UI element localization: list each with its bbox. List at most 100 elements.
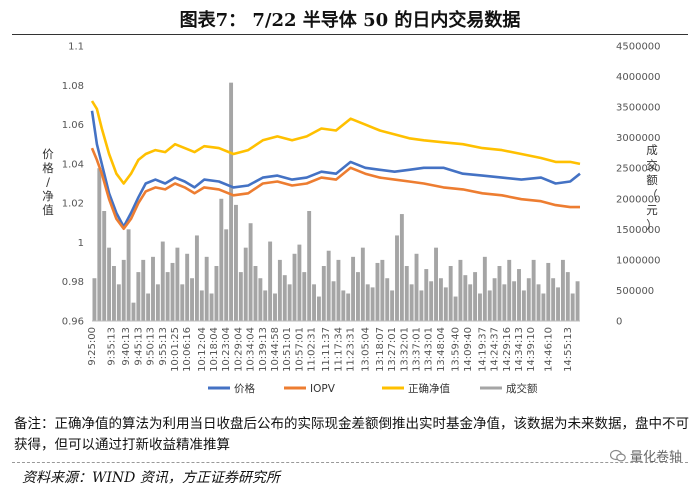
x-tick-label: 14:29:16 [502, 327, 513, 372]
legend-label: IOPV [310, 383, 336, 395]
volume-bar [375, 262, 380, 321]
x-tick-label: 13:59:40 [451, 327, 462, 372]
volume-bar [321, 266, 326, 321]
x-tick-label: 14:09:40 [463, 327, 474, 372]
watermark-text: 量化卷轴 [629, 450, 682, 465]
volume-bar [419, 290, 424, 321]
volume-bar [492, 278, 497, 321]
y-axis-title-char: 值 [42, 203, 54, 217]
volume-bar [512, 281, 517, 321]
watermark: 量化卷轴 [609, 446, 682, 465]
volume-bar [434, 247, 438, 321]
volume-bar [551, 278, 556, 321]
y-tick-label: 1.1 [68, 42, 84, 53]
volume-bar [468, 284, 473, 321]
volume-bar [570, 293, 575, 321]
y-tick-label: 0.98 [62, 277, 84, 288]
volume-bar [116, 284, 121, 321]
volume-bar [531, 259, 536, 321]
volume-bar [282, 275, 287, 321]
volume-bar [214, 266, 219, 321]
volume-bar [224, 229, 229, 321]
title-divider [12, 34, 688, 35]
volume-bar [126, 229, 131, 321]
wechat-icon [609, 449, 626, 462]
y2-tick-label: 3500000 [616, 103, 661, 114]
y2-axis-title-char: 成 [646, 143, 658, 157]
volume-bar [409, 284, 414, 321]
volume-bar [141, 259, 146, 321]
y2-axis-title-char: 元 [646, 203, 658, 217]
x-tick-label: 10:06:16 [182, 327, 193, 372]
volume-bar [136, 272, 141, 321]
volume-bar [526, 278, 531, 321]
volume-bar [243, 247, 248, 321]
volume-bar [575, 281, 580, 321]
volume-bar [560, 259, 565, 321]
volume-bar [190, 278, 194, 321]
x-tick-label: 10:51:01 [282, 327, 293, 372]
volume-bar [502, 284, 507, 321]
y-tick-label: 1 [78, 238, 84, 249]
volume-bar [341, 290, 346, 321]
volume-bar [326, 250, 331, 321]
volume-bar [482, 256, 487, 321]
volume-bar [194, 235, 199, 321]
volume-bar [180, 284, 185, 321]
x-tick-label: 11:02:31 [307, 327, 318, 372]
x-tick-label: 14:19:37 [477, 327, 488, 372]
y2-tick-label: 500000 [616, 286, 654, 297]
volume-bar [112, 266, 116, 321]
x-tick-label: 9:40:13 [121, 327, 132, 366]
volume-bar [360, 247, 365, 321]
series-line-价格 [90, 110, 581, 228]
volume-bar [258, 278, 263, 321]
x-tick-label: 10:39:13 [258, 327, 269, 372]
x-tick-label: 10:44:58 [270, 327, 281, 372]
volume-bar [429, 281, 434, 321]
y-tick-label: 1.02 [62, 199, 84, 210]
x-tick-label: 10:57:01 [294, 327, 305, 372]
volume-bar [556, 287, 560, 321]
volume-bar [380, 259, 385, 321]
x-tick-label: 9:50:13 [146, 327, 157, 366]
x-tick-label: 9:55:13 [158, 327, 169, 366]
y-tick-label: 1.06 [62, 120, 84, 131]
volume-bar [248, 223, 253, 321]
x-tick-label: 13:05:04 [360, 327, 371, 372]
volume-bar [463, 275, 468, 321]
x-tick-label: 11:11:37 [321, 327, 332, 372]
y2-tick-label: 2500000 [616, 164, 661, 175]
volume-bar [234, 204, 238, 321]
x-tick-label: 13:48:04 [436, 327, 447, 372]
volume-bar [204, 256, 209, 321]
volume-bar [351, 256, 356, 321]
volume-bar [165, 272, 170, 321]
x-tick-label: 10:01:25 [170, 327, 181, 372]
volume-bar [399, 214, 404, 321]
y2-tick-label: 3000000 [616, 133, 661, 144]
volume-bar [458, 259, 463, 321]
x-tick-label: 14:34:13 [514, 327, 525, 372]
volume-bar [238, 272, 243, 321]
y2-axis-title-char: 交 [646, 158, 658, 172]
volume-bar [253, 266, 258, 321]
x-tick-label: 10:23:04 [221, 327, 232, 372]
y-tick-label: 1.08 [62, 81, 84, 92]
volume-bar [390, 290, 395, 321]
volume-bar [546, 262, 551, 321]
x-tick-label: 10:29:04 [233, 327, 244, 372]
volume-bar [356, 272, 360, 321]
volume-bar [302, 272, 307, 321]
x-tick-label: 10:18:04 [209, 327, 220, 372]
volume-bar [448, 266, 453, 321]
volume-bar [312, 284, 316, 321]
y-tick-label: 1.04 [62, 159, 84, 170]
volume-bar [517, 269, 521, 321]
volume-bar [292, 253, 297, 321]
source-divider [12, 462, 688, 463]
volume-bar [473, 272, 478, 321]
volume-bar [370, 287, 375, 321]
volume-bar [331, 281, 336, 321]
volume-bar [424, 269, 429, 321]
